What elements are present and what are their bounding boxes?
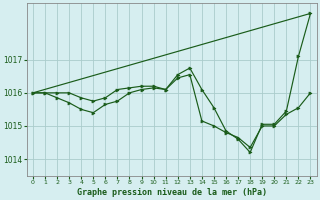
X-axis label: Graphe pression niveau de la mer (hPa): Graphe pression niveau de la mer (hPa) [77,188,267,197]
